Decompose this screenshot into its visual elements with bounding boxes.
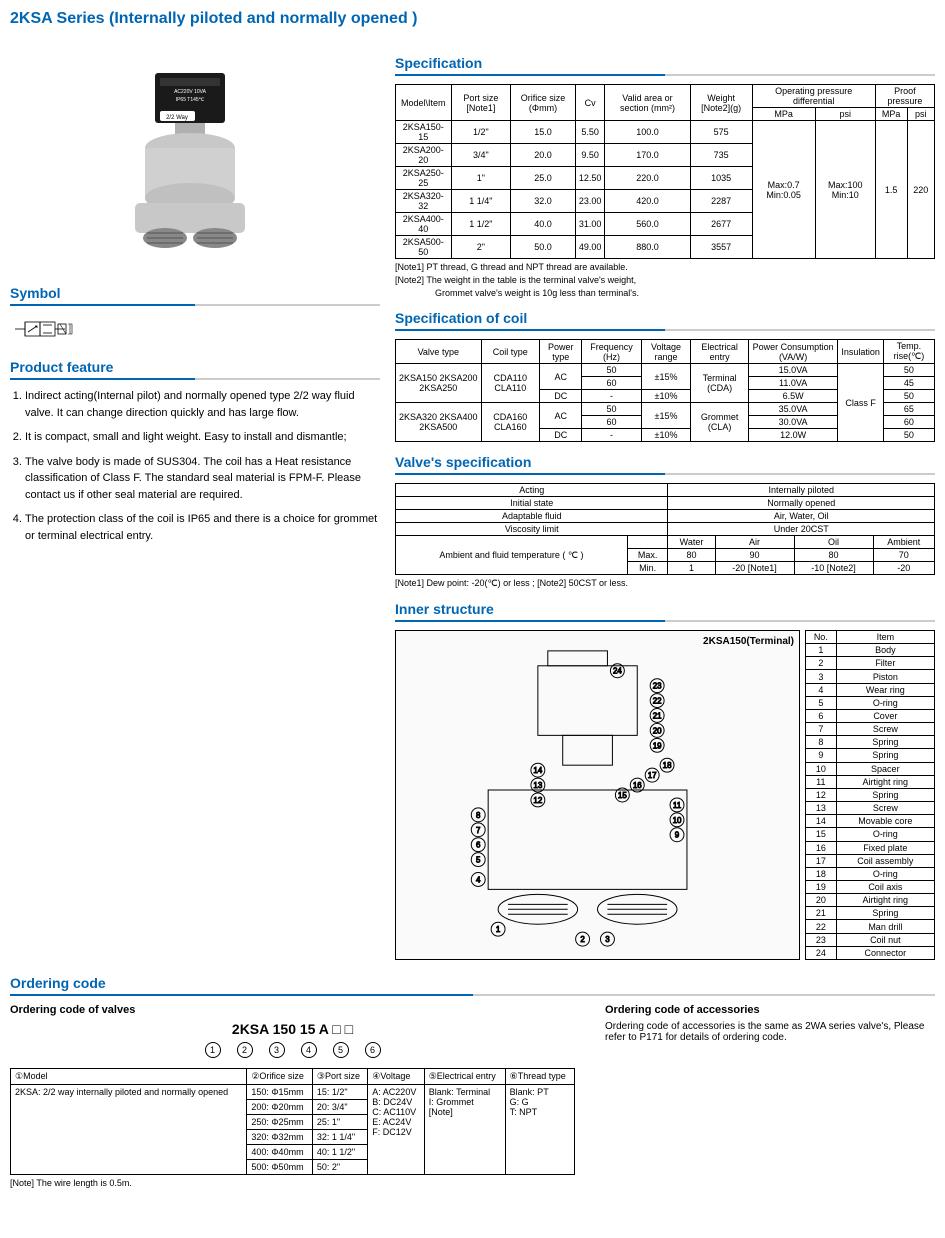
feature-list: Indirect acting(Internal pilot) and norm… xyxy=(10,388,380,544)
ordering-circles: 123456 xyxy=(10,1042,575,1058)
svg-text:AC220V 10VA: AC220V 10VA xyxy=(174,89,207,95)
spec-note1: [Note1] PT thread, G thread and NPT thre… xyxy=(395,262,935,272)
svg-text:24: 24 xyxy=(613,667,622,676)
svg-text:21: 21 xyxy=(653,711,662,720)
svg-text:17: 17 xyxy=(648,771,657,780)
ordering-valves-title: Ordering code of valves xyxy=(10,1004,575,1016)
ordering-note: [Note] The wire length is 0.5m. xyxy=(10,1178,575,1188)
inner-structure-diagram: 2KSA150(Terminal) xyxy=(395,630,800,960)
svg-text:15: 15 xyxy=(618,791,627,800)
product-image: AC220V 10VA IP65 T145℃ 2/2 Way xyxy=(95,53,295,273)
svg-text:4: 4 xyxy=(476,875,481,884)
spec-table: Model\Item Port size [Note1] Orifice siz… xyxy=(395,84,935,259)
ordering-acc-text: Ordering code of accessories is the same… xyxy=(605,1021,935,1043)
ordering-table: ①Model②Orifice size③Port size④Voltage⑤El… xyxy=(10,1068,575,1175)
svg-text:22: 22 xyxy=(653,697,662,706)
ordering-code-display: 2KSA 150 15 A □ □ xyxy=(10,1021,575,1037)
svg-text:23: 23 xyxy=(653,682,662,691)
page-title: 2KSA Series (Internally piloted and norm… xyxy=(10,10,935,28)
parts-table: No.Item 1Body 2Filter 3Piston 4Wear ring… xyxy=(805,630,935,960)
svg-text:7: 7 xyxy=(476,826,481,835)
symbol-diagram xyxy=(10,314,380,347)
ordering-header: Ordering code xyxy=(10,975,935,996)
svg-text:6: 6 xyxy=(476,841,481,850)
svg-text:3: 3 xyxy=(605,935,610,944)
svg-text:19: 19 xyxy=(653,741,662,750)
svg-text:13: 13 xyxy=(533,781,542,790)
svg-text:5: 5 xyxy=(476,856,481,865)
svg-text:10: 10 xyxy=(673,816,682,825)
feature-header: Product feature xyxy=(10,359,380,380)
svg-text:11: 11 xyxy=(673,801,682,810)
svg-text:IP65 T145℃: IP65 T145℃ xyxy=(176,97,205,103)
svg-text:14: 14 xyxy=(533,766,542,775)
spec-note3: Grommet valve's weight is 10g less than … xyxy=(395,288,935,298)
svg-text:2/2 Way: 2/2 Way xyxy=(166,115,188,121)
svg-text:8: 8 xyxy=(476,811,481,820)
svg-text:1: 1 xyxy=(496,925,501,934)
valve-spec-note: [Note1] Dew point: -20(℃) or less ; [Not… xyxy=(395,578,935,589)
valve-spec-header: Valve's specification xyxy=(395,454,935,475)
valve-spec-table: ActingInternally piloted Initial stateNo… xyxy=(395,483,935,575)
svg-text:20: 20 xyxy=(653,726,662,735)
spec-note2: [Note2] The weight in the table is the t… xyxy=(395,275,935,285)
svg-text:18: 18 xyxy=(663,761,672,770)
ordering-acc-title: Ordering code of accessories xyxy=(605,1004,935,1016)
spec-header: Specification xyxy=(395,55,935,76)
svg-text:2: 2 xyxy=(580,935,585,944)
symbol-header: Symbol xyxy=(10,285,380,306)
svg-text:12: 12 xyxy=(533,796,542,805)
coil-header: Specification of coil xyxy=(395,310,935,331)
coil-table: Valve typeCoil typePower typeFrequency (… xyxy=(395,339,935,442)
svg-text:16: 16 xyxy=(633,781,642,790)
svg-text:9: 9 xyxy=(675,831,680,840)
inner-header: Inner structure xyxy=(395,601,935,622)
